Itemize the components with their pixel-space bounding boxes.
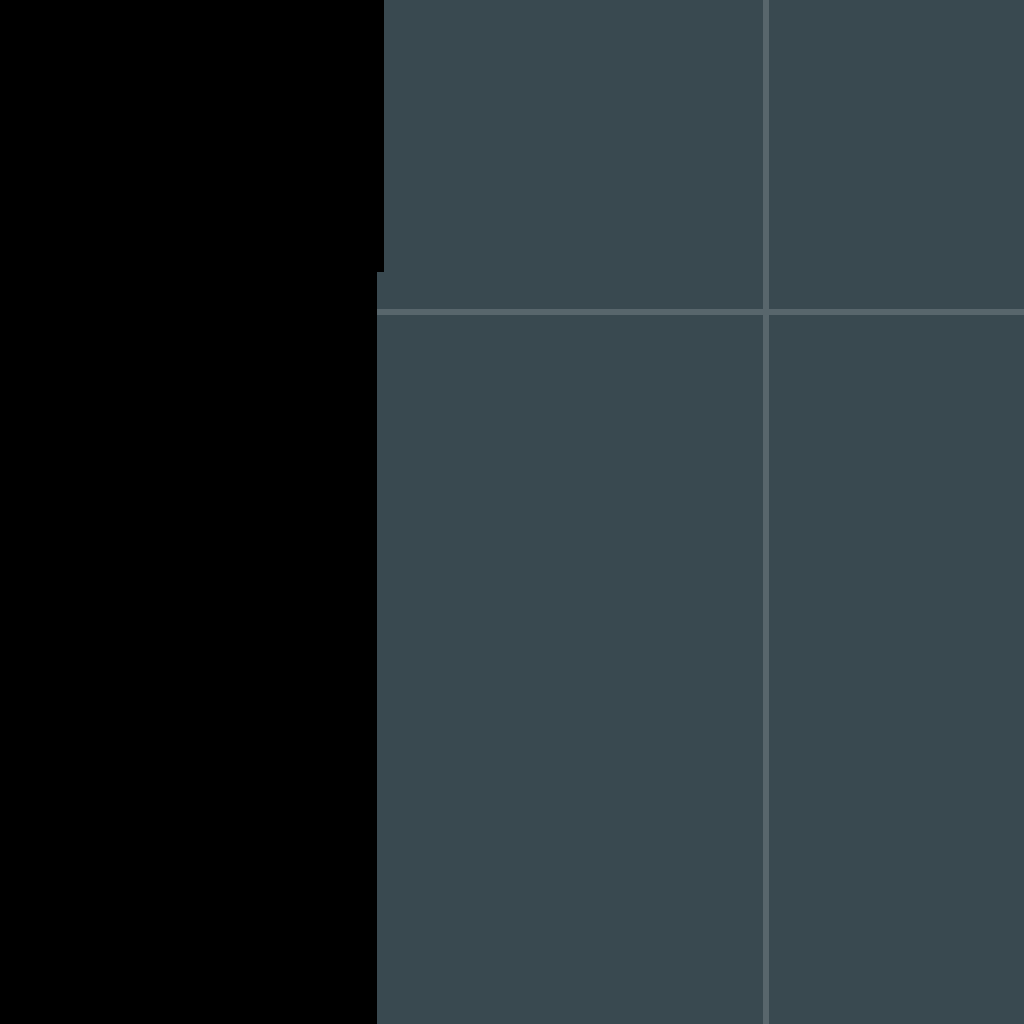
left-black-panel <box>0 0 377 1024</box>
grid-line-vertical <box>763 0 769 1024</box>
grid-canvas[interactable] <box>377 0 1024 1024</box>
grid-line-horizontal <box>377 309 1024 315</box>
top-left-notch <box>377 0 384 272</box>
